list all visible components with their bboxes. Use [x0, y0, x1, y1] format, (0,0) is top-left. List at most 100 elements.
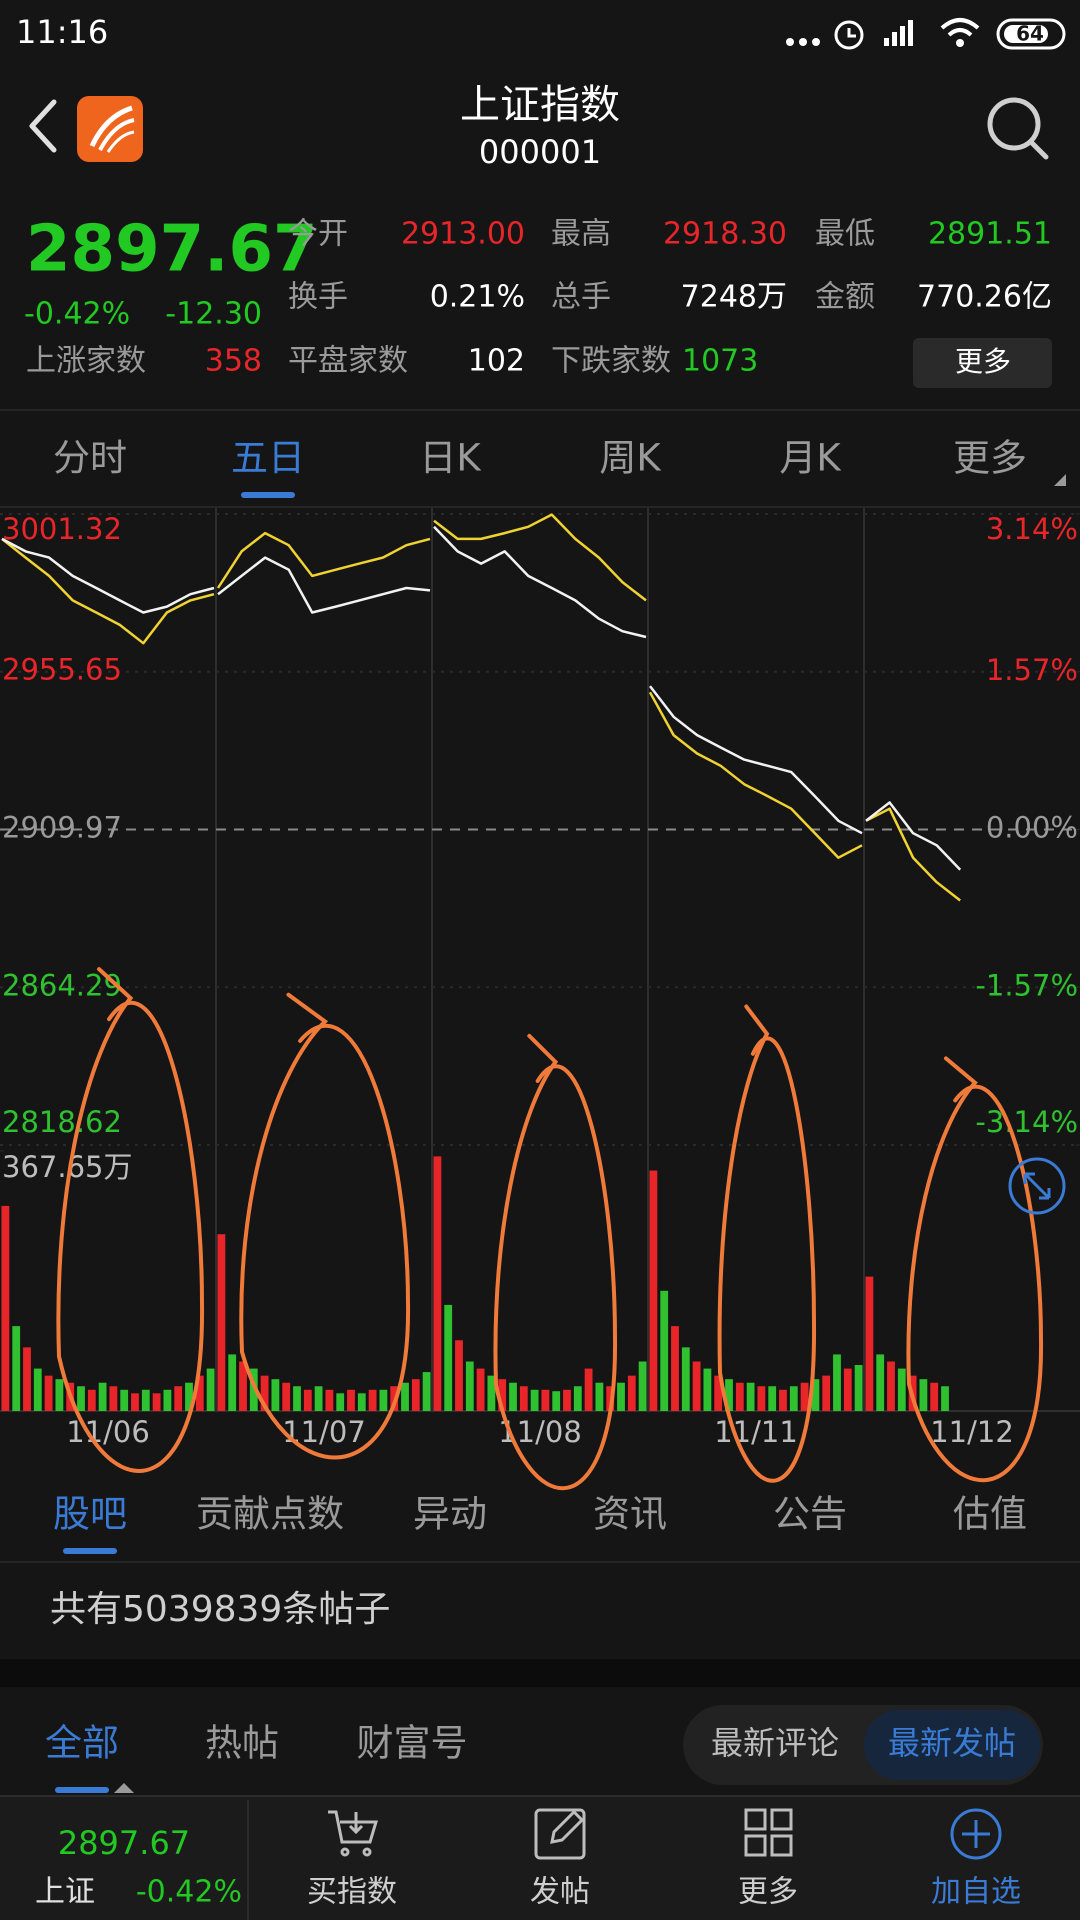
stat-value: 102: [468, 344, 525, 379]
volume-bar: [163, 1389, 172, 1411]
volume-bar: [811, 1379, 820, 1411]
sort-option[interactable]: 最新发帖: [888, 1724, 1016, 1762]
stat-value: 7248万: [681, 280, 787, 315]
expand-button[interactable]: [1008, 1157, 1066, 1215]
annotation-loop: [493, 1033, 618, 1491]
add-watchlist-icon[interactable]: [950, 1808, 1002, 1860]
volume-bar: [843, 1368, 852, 1411]
volume-bar: [541, 1389, 550, 1411]
status-time: 11:16: [16, 13, 108, 51]
volume-bar: [897, 1368, 906, 1411]
tab[interactable]: 股吧: [53, 1493, 127, 1536]
volume-bar: [876, 1354, 885, 1411]
stock-code: 000001: [479, 133, 601, 171]
volume-bar: [941, 1386, 949, 1411]
action-label[interactable]: 发帖: [530, 1875, 590, 1910]
volume-bar: [87, 1389, 96, 1411]
volume-bar: [563, 1389, 571, 1411]
stat-label: 换手: [288, 280, 348, 315]
change-percent: -0.42%: [24, 297, 130, 332]
tab[interactable]: 公告: [773, 1493, 847, 1536]
volume-bar: [239, 1361, 247, 1411]
rise-label: 上涨家数: [26, 344, 146, 379]
change-amount: -12.30: [165, 297, 262, 332]
search-button[interactable]: [987, 97, 1049, 160]
y2-tick-label: 1.57%: [986, 653, 1078, 687]
tab-underline: [63, 1548, 117, 1554]
post-icon[interactable]: [534, 1808, 586, 1860]
tab[interactable]: 全部: [45, 1722, 119, 1765]
back-button[interactable]: [29, 99, 57, 153]
action-label[interactable]: 买指数: [307, 1875, 397, 1910]
more-button[interactable]: [913, 338, 1052, 388]
volume-bar: [735, 1382, 744, 1411]
y2-tick-label: 3.14%: [986, 512, 1078, 546]
volume-bar: [692, 1361, 701, 1411]
volume-bar: [23, 1347, 31, 1411]
buy-icon[interactable]: [328, 1810, 379, 1857]
volume-bar: [109, 1386, 118, 1411]
y2-tick-label: -1.57%: [975, 968, 1078, 1002]
chart-tabs: 分时 五日 日K 周K 月K 更多: [53, 437, 1027, 498]
volume-bar: [584, 1368, 593, 1411]
sort-option[interactable]: 最新评论: [711, 1724, 839, 1762]
volume-bar: [854, 1365, 863, 1411]
action-label[interactable]: 更多: [738, 1875, 798, 1910]
volume-bar: [303, 1389, 312, 1411]
annotation-loop: [717, 1004, 817, 1483]
tab[interactable]: 周K: [599, 437, 662, 480]
five-day-chart: 3001.32 3.14%2955.65 1.57%2909.97 0.00%2864…: [0, 508, 1080, 1449]
tab-underline: [241, 492, 295, 498]
volume-bar: [271, 1379, 280, 1411]
status-icons: [786, 18, 1066, 50]
volume-bar: [195, 1375, 204, 1411]
more-icon[interactable]: [744, 1808, 793, 1857]
volume-bar: [444, 1304, 453, 1411]
volume-bar: [617, 1382, 625, 1411]
tab[interactable]: 五日: [231, 437, 305, 480]
tab[interactable]: 日K: [419, 437, 482, 480]
tab[interactable]: 财富号: [357, 1722, 468, 1765]
tab[interactable]: 更多: [953, 437, 1027, 480]
volume-bar: [379, 1389, 388, 1411]
tab[interactable]: 热帖: [205, 1722, 279, 1765]
y-tick-label: 3001.32: [2, 512, 122, 546]
volume-bar: [681, 1347, 690, 1411]
volume-bar: [77, 1386, 85, 1411]
more-button-label[interactable]: 更多: [955, 345, 1011, 378]
stat-label: 下跌家数: [551, 344, 671, 379]
expand-indicator: [114, 1783, 134, 1793]
sort-selected: [864, 1710, 1040, 1780]
volume-bar: [55, 1379, 64, 1411]
tab[interactable]: 估值: [953, 1493, 1027, 1536]
volume-bar: [228, 1354, 237, 1411]
volume-bar: [293, 1386, 301, 1411]
volume-bar: [357, 1393, 366, 1411]
volume-bar: [33, 1368, 42, 1411]
action-label[interactable]: 加自选: [931, 1875, 1021, 1910]
volume-bar: [822, 1375, 831, 1411]
stat-value: 2913.00: [401, 217, 525, 252]
app-logo: [77, 96, 143, 162]
price-line: [865, 801, 962, 871]
volume-bar: [314, 1386, 323, 1411]
stats-grid: 今开 2913.00 最高 2918.30 最低 2891.51 换手 0.21% 总手 7248…: [288, 217, 1052, 379]
stat-label: 最高: [551, 217, 611, 252]
post-count: 共有5039839条帖子: [50, 1589, 390, 1630]
tab[interactable]: 月K: [779, 437, 842, 480]
stat-label: 总手: [551, 280, 611, 315]
x-tick-label: 11/12: [930, 1415, 1014, 1449]
stat-label: 今开: [288, 217, 348, 252]
tab[interactable]: 资讯: [593, 1493, 667, 1536]
tab[interactable]: 异动: [413, 1493, 487, 1536]
tab[interactable]: 贡献点数: [196, 1493, 344, 1536]
average-line: [216, 531, 431, 589]
volume-bar: [833, 1354, 841, 1411]
sort-toggle-items: 最新评论 最新发帖: [711, 1710, 1040, 1780]
bottom-index-name: 上证: [35, 1875, 95, 1910]
volume-bar: [703, 1368, 712, 1411]
stat-label: 金额: [815, 280, 875, 315]
volume-bar: [206, 1368, 215, 1411]
tab[interactable]: 分时: [53, 437, 127, 480]
